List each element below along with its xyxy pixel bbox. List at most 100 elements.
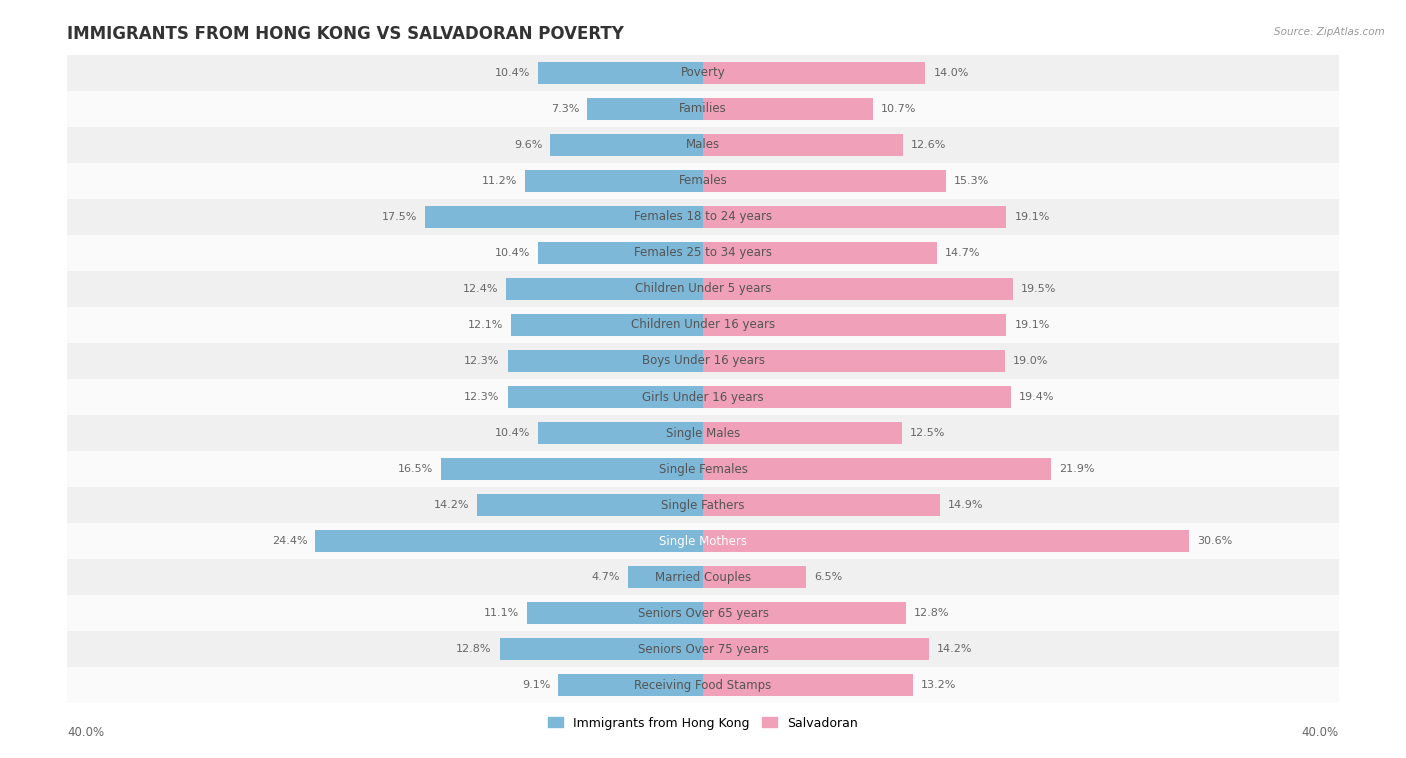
Bar <box>67 307 1339 343</box>
Bar <box>315 530 703 553</box>
Bar <box>703 350 1005 372</box>
Text: Single Mothers: Single Mothers <box>659 534 747 547</box>
Bar <box>510 314 703 336</box>
Text: 12.3%: 12.3% <box>464 392 499 402</box>
Bar <box>67 487 1339 523</box>
Bar <box>67 523 1339 559</box>
Text: 19.0%: 19.0% <box>1012 356 1049 366</box>
Bar <box>67 631 1339 667</box>
Bar <box>558 674 703 697</box>
Text: 19.4%: 19.4% <box>1019 392 1054 402</box>
Bar <box>67 55 1339 91</box>
Text: Single Fathers: Single Fathers <box>661 499 745 512</box>
Bar <box>703 458 1050 481</box>
Bar <box>703 61 925 84</box>
Text: Seniors Over 75 years: Seniors Over 75 years <box>637 643 769 656</box>
Text: 4.7%: 4.7% <box>592 572 620 582</box>
Bar <box>703 494 939 516</box>
Bar <box>478 494 703 516</box>
Text: Receiving Food Stamps: Receiving Food Stamps <box>634 678 772 691</box>
Text: 13.2%: 13.2% <box>921 680 956 690</box>
Text: 19.5%: 19.5% <box>1021 284 1056 294</box>
Bar <box>703 314 1007 336</box>
Bar <box>703 602 907 625</box>
Text: 17.5%: 17.5% <box>381 212 418 222</box>
Bar <box>67 271 1339 307</box>
Bar <box>441 458 703 481</box>
Bar <box>524 170 703 192</box>
Text: Seniors Over 65 years: Seniors Over 65 years <box>637 606 769 619</box>
Bar <box>703 133 903 156</box>
Bar <box>508 350 703 372</box>
Text: Females 18 to 24 years: Females 18 to 24 years <box>634 211 772 224</box>
Bar <box>67 163 1339 199</box>
Text: 16.5%: 16.5% <box>398 464 433 474</box>
Bar <box>67 91 1339 127</box>
Bar <box>703 566 806 588</box>
Bar <box>67 199 1339 235</box>
Text: 12.6%: 12.6% <box>911 140 946 150</box>
Text: 9.6%: 9.6% <box>515 140 543 150</box>
Text: 12.8%: 12.8% <box>914 608 950 618</box>
Text: 10.4%: 10.4% <box>495 248 530 258</box>
Bar <box>551 133 703 156</box>
Text: 14.0%: 14.0% <box>934 68 969 78</box>
Text: 14.7%: 14.7% <box>945 248 980 258</box>
Text: 11.2%: 11.2% <box>482 176 517 186</box>
Text: Single Females: Single Females <box>658 462 748 475</box>
Text: 14.2%: 14.2% <box>936 644 972 654</box>
Text: 40.0%: 40.0% <box>1302 726 1339 739</box>
Bar <box>703 674 912 697</box>
Text: Single Males: Single Males <box>666 427 740 440</box>
Bar <box>703 530 1189 553</box>
Text: Poverty: Poverty <box>681 67 725 80</box>
Text: 12.1%: 12.1% <box>467 320 503 330</box>
Bar <box>703 170 946 192</box>
Bar <box>703 638 928 660</box>
Text: 11.1%: 11.1% <box>484 608 519 618</box>
Text: 24.4%: 24.4% <box>271 536 308 546</box>
Text: Boys Under 16 years: Boys Under 16 years <box>641 355 765 368</box>
Text: 40.0%: 40.0% <box>67 726 104 739</box>
Text: 6.5%: 6.5% <box>814 572 842 582</box>
Text: 14.9%: 14.9% <box>948 500 983 510</box>
Text: IMMIGRANTS FROM HONG KONG VS SALVADORAN POVERTY: IMMIGRANTS FROM HONG KONG VS SALVADORAN … <box>67 25 624 43</box>
Bar <box>628 566 703 588</box>
Text: Children Under 5 years: Children Under 5 years <box>634 283 772 296</box>
Bar <box>703 98 873 120</box>
Bar <box>588 98 703 120</box>
Text: 10.4%: 10.4% <box>495 68 530 78</box>
Bar <box>506 277 703 300</box>
Bar <box>499 638 703 660</box>
Bar <box>67 379 1339 415</box>
Legend: Immigrants from Hong Kong, Salvadoran: Immigrants from Hong Kong, Salvadoran <box>543 712 863 735</box>
Text: 10.7%: 10.7% <box>882 104 917 114</box>
Text: Source: ZipAtlas.com: Source: ZipAtlas.com <box>1274 27 1385 36</box>
Bar <box>703 242 936 264</box>
Text: 12.8%: 12.8% <box>456 644 492 654</box>
Bar <box>67 127 1339 163</box>
Text: Females 25 to 34 years: Females 25 to 34 years <box>634 246 772 259</box>
Bar <box>537 61 703 84</box>
Bar <box>508 386 703 408</box>
Text: 19.1%: 19.1% <box>1014 320 1050 330</box>
Text: 19.1%: 19.1% <box>1014 212 1050 222</box>
Bar <box>703 422 901 444</box>
Bar <box>67 343 1339 379</box>
Bar <box>67 451 1339 487</box>
Text: 12.3%: 12.3% <box>464 356 499 366</box>
Text: 9.1%: 9.1% <box>522 680 551 690</box>
Text: Children Under 16 years: Children Under 16 years <box>631 318 775 331</box>
Text: 7.3%: 7.3% <box>551 104 579 114</box>
Text: Families: Families <box>679 102 727 115</box>
Text: Married Couples: Married Couples <box>655 571 751 584</box>
Bar <box>703 277 1012 300</box>
Bar <box>67 235 1339 271</box>
Bar <box>527 602 703 625</box>
Text: Females: Females <box>679 174 727 187</box>
Text: 14.2%: 14.2% <box>434 500 470 510</box>
Bar <box>703 205 1007 228</box>
Bar <box>67 595 1339 631</box>
Text: 21.9%: 21.9% <box>1059 464 1094 474</box>
Text: 15.3%: 15.3% <box>955 176 990 186</box>
